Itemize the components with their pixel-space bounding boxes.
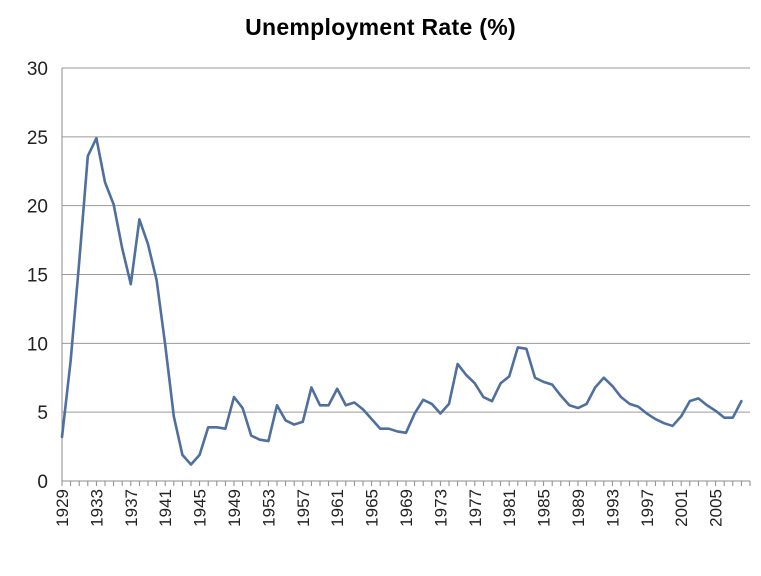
x-tick-labels: 1929 1933 1937 1941 1945 1949 1953 1957 1961 1965… bbox=[53, 489, 726, 527]
y-tick-label: 10 bbox=[27, 334, 48, 355]
x-tick-label: 1933 bbox=[87, 489, 106, 527]
x-tick-label: 1957 bbox=[294, 489, 313, 527]
x-tick-label: 1965 bbox=[363, 489, 382, 527]
x-tick-label: 1973 bbox=[431, 489, 450, 527]
x-tick-label: 1949 bbox=[225, 489, 244, 527]
x-tick-label: 1993 bbox=[603, 489, 622, 527]
x-tick-label: 1997 bbox=[638, 489, 657, 527]
y-tick-labels: 0 5 10 15 20 25 30 bbox=[27, 59, 48, 493]
x-tick-label: 1977 bbox=[466, 489, 485, 527]
axes bbox=[61, 68, 751, 486]
x-tick-label: 1981 bbox=[500, 489, 519, 527]
gridlines bbox=[62, 67, 750, 413]
x-tick-label: 1985 bbox=[535, 489, 554, 527]
chart-title: Unemployment Rate (%) bbox=[245, 14, 516, 40]
y-tick-label: 30 bbox=[27, 59, 48, 80]
y-tick-label: 0 bbox=[37, 472, 48, 493]
x-tick-label: 1953 bbox=[259, 489, 278, 527]
series-layer bbox=[60, 136, 743, 466]
x-tick-label: 2005 bbox=[707, 489, 726, 527]
x-tick-label: 1937 bbox=[122, 489, 141, 527]
x-tick-label: 1941 bbox=[156, 489, 175, 527]
x-tick-label: 1945 bbox=[191, 489, 210, 527]
y-tick-label: 15 bbox=[27, 266, 48, 287]
x-tick-label: 2001 bbox=[672, 489, 691, 527]
y-tick-label: 5 bbox=[37, 403, 48, 424]
series-line bbox=[60, 136, 743, 466]
y-tick-label: 20 bbox=[27, 197, 48, 218]
x-tick-label: 1989 bbox=[569, 489, 588, 527]
x-tick-label: 1961 bbox=[328, 489, 347, 527]
y-tick-label: 25 bbox=[27, 128, 48, 149]
x-tick-label: 1969 bbox=[397, 489, 416, 527]
x-tick-label: 1929 bbox=[53, 489, 72, 527]
